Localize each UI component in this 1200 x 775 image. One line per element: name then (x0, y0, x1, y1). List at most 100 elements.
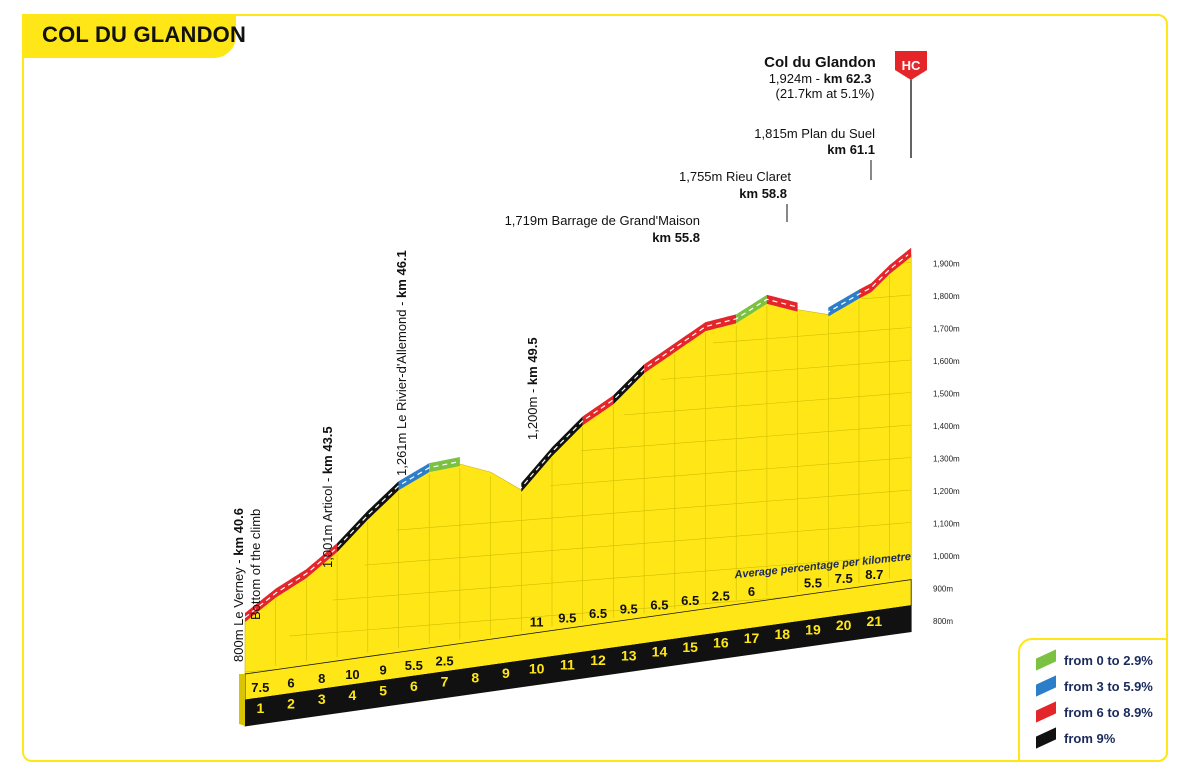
x-tick-label: 14 (652, 643, 668, 659)
x-tick-label: 21 (867, 613, 883, 629)
y-tick-label: 1,500m (933, 390, 960, 399)
gradient-label: 6.5 (650, 597, 668, 612)
x-tick-label: 3 (318, 691, 326, 707)
grid-line-1900 (901, 262, 912, 264)
barrage-km: km 55.8 (652, 230, 700, 245)
summit-alt-line: 1,924m - km 62.3 (769, 71, 872, 86)
annotation-le-verney: 800m Le Verney - km 40.6 Bottom of the c… (231, 508, 263, 662)
annotation-rieu-claret: 1,755m Rieu Claret km 58.8 (679, 169, 791, 222)
grid-line-1200 (396, 489, 912, 531)
le-verney-sub: Bottom of the climb (248, 509, 263, 620)
grid-line-1300 (550, 457, 912, 486)
gradient-label: 9.5 (620, 602, 638, 617)
gradient-legend: from 0 to 2.9% from 3 to 5.9% from 6 to … (1018, 638, 1168, 762)
gradient-label: 7.5 (251, 680, 269, 695)
y-tick-label: 1,100m (933, 520, 960, 529)
hc-flag-icon (895, 51, 927, 80)
barrage-label: 1,719m Barrage de Grand'Maison (505, 213, 700, 228)
rieu-claret-km: km 58.8 (739, 186, 787, 201)
y-tick-label: 1,000m (933, 552, 960, 561)
x-tick-label: 10 (529, 661, 545, 677)
rivier-text: 1,261m Le Rivier-d'Allemond - (394, 298, 409, 476)
annotation-plan-du-suel: 1,815m Plan du Suel km 61.1 (754, 126, 875, 180)
y-tick-label: 900m (933, 585, 953, 594)
plan-du-suel-km: km 61.1 (827, 142, 875, 157)
annotation-km-49-5: 1,200m - km 49.5 (525, 337, 540, 440)
km495-label: 1,200m - km 49.5 (525, 337, 540, 440)
page-title: COL DU GLANDON (42, 22, 247, 47)
y-tick-label: 800m (933, 617, 953, 626)
y-tick-label: 1,700m (933, 325, 960, 334)
label-group: 1 2 3 4 5 6 7 8 9 10 11 12 13 14 15 16 17 18 19 20 217.5 6 8 10… (251, 567, 883, 716)
x-tick-label: 6 (410, 678, 418, 694)
le-verney-km: km 40.6 (231, 508, 246, 556)
legend-item-black: from 9% (1036, 727, 1116, 749)
road-segment-red (582, 395, 614, 426)
plan-du-suel-label: 1,815m Plan du Suel (754, 126, 875, 141)
legend-swatch-green (1036, 649, 1056, 671)
rivier-km: km 46.1 (394, 250, 409, 298)
legend-label-red: from 6 to 8.9% (1064, 704, 1153, 720)
rivier-label: 1,261m Le Rivier-d'Allemond - km 46.1 (394, 250, 409, 476)
gradient-label: 2.5 (436, 654, 454, 669)
annotation-summit: Col du Glandon 1,924m - km 62.3 (21.7km … (764, 51, 927, 158)
y-tick-label: 1,800m (933, 292, 960, 301)
x-tick-label: 9 (502, 665, 510, 681)
segment-group (244, 247, 912, 622)
chart-frame (22, 14, 1168, 762)
x-tick-label: 1 (256, 700, 264, 716)
gradient-label: 9.5 (558, 610, 576, 625)
gradient-label: 8 (318, 671, 325, 686)
road-segment-black (337, 481, 399, 553)
band-side (239, 674, 245, 726)
summit-info: (21.7km at 5.1%) (776, 86, 875, 101)
articol-text: 1,001m Articol - (320, 474, 335, 568)
gradient-strip-group (239, 579, 912, 727)
rieu-claret-label: 1,755m Rieu Claret (679, 169, 791, 184)
title-tab (22, 14, 236, 58)
grid-line-1400 (581, 424, 912, 452)
annotation-rivier: 1,261m Le Rivier-d'Allemond - km 46.1 (394, 250, 409, 476)
gradient-label: 9 (380, 662, 387, 677)
x-tick-label: 11 (560, 656, 575, 672)
km495-km: km 49.5 (525, 337, 540, 385)
legend-item-red: from 6 to 8.9% (1036, 701, 1153, 723)
gradient-label: 6.5 (681, 593, 699, 608)
legend-label-black: from 9% (1064, 730, 1116, 746)
km495-text: 1,200m - (525, 385, 540, 440)
le-verney-label: 800m Le Verney - km 40.6 (231, 508, 246, 662)
gradient-label: 6 (748, 584, 755, 599)
annotation-barrage: 1,719m Barrage de Grand'Maison km 55.8 (505, 213, 700, 245)
gradient-label: 11 (530, 615, 544, 630)
grid-line-1800 (862, 294, 912, 300)
gradient-label: 5.5 (405, 658, 423, 673)
x-tick-label: 20 (836, 617, 852, 633)
legend-label-blue: from 3 to 5.9% (1064, 678, 1153, 694)
summit-name: Col du Glandon (764, 54, 876, 71)
y-tick-label: 1,600m (933, 357, 960, 366)
grid-line-1700 (713, 327, 912, 344)
summit-km: km 62.3 (824, 71, 872, 86)
x-tick-label: 17 (744, 630, 760, 646)
legend-item-green: from 0 to 2.9% (1036, 649, 1153, 671)
x-tick-label: 4 (349, 687, 357, 703)
road-segment-red (245, 543, 338, 622)
legend-label-green: from 0 to 2.9% (1064, 652, 1153, 668)
x-tick-label: 5 (379, 682, 387, 698)
grid-line-1100 (364, 522, 912, 566)
x-tick-label: 18 (774, 626, 790, 642)
summit-alt: 1,924m - (769, 71, 824, 86)
gradient-label: 7.5 (835, 571, 853, 586)
x-tick-label: 7 (441, 674, 449, 690)
road-segment-red (644, 314, 737, 374)
road-segment-black (521, 416, 583, 492)
x-tick-label: 16 (713, 635, 729, 651)
annotation-articol: 1,001m Articol - km 43.5 (320, 426, 335, 568)
x-tick-label: 8 (471, 669, 479, 685)
x-tick-label: 2 (287, 695, 295, 711)
x-tick-label: 19 (805, 622, 821, 638)
legend-swatch-blue (1036, 675, 1056, 697)
x-tick-label: 13 (621, 648, 637, 664)
le-verney-text: 800m Le Verney - (231, 556, 246, 662)
y-tick-label: 1,200m (933, 487, 960, 496)
